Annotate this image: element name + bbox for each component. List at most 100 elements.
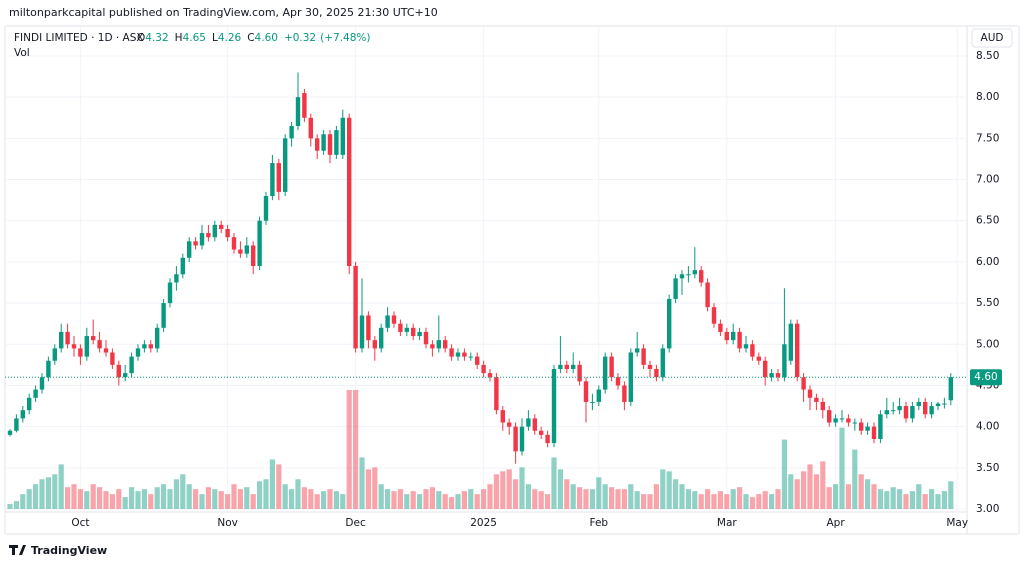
volume-bar — [244, 487, 250, 509]
x-tick-label: Nov — [217, 517, 238, 529]
legend-letter: L — [212, 32, 218, 44]
y-tick-label: 4.00 — [976, 421, 999, 433]
volume-bar — [135, 491, 141, 509]
candle-body — [193, 241, 198, 246]
volume-bar — [679, 484, 685, 509]
candle-body — [641, 348, 646, 365]
candle-body — [161, 303, 166, 328]
candle-body — [750, 344, 755, 357]
volume-pane — [7, 390, 954, 509]
volume-bar — [129, 487, 135, 509]
volume-bar — [807, 464, 813, 509]
candle-body — [935, 403, 941, 407]
volume-bar — [327, 489, 333, 509]
candle-body — [315, 138, 320, 151]
y-tick-label: 6.50 — [976, 215, 999, 227]
volume-bar — [890, 487, 896, 509]
candle-body — [897, 406, 902, 411]
volume-bar — [436, 491, 442, 509]
candle-body — [199, 233, 205, 246]
candle-body — [443, 340, 448, 349]
candle-body — [628, 352, 633, 402]
candle-body — [78, 348, 83, 357]
volume-bar — [353, 390, 359, 509]
volume-bar — [871, 484, 877, 509]
volume-bar — [929, 489, 935, 509]
volume-bar — [724, 494, 730, 509]
candle-body — [455, 352, 461, 357]
candle-body — [411, 327, 416, 337]
volume-bar — [257, 481, 263, 509]
candle-body — [379, 327, 384, 349]
candle-body — [14, 418, 19, 431]
candle-body — [724, 331, 729, 341]
candle-body — [603, 356, 608, 390]
candle-body — [270, 163, 275, 197]
volume-bar — [474, 494, 480, 509]
volume-bar — [295, 479, 301, 509]
candle-body — [359, 315, 365, 349]
volume-bar — [20, 494, 26, 509]
candle-body — [532, 418, 537, 431]
volume-bar — [116, 489, 122, 509]
volume-bar — [58, 464, 64, 509]
volume-bar — [141, 489, 147, 509]
volume-bar — [826, 487, 832, 509]
candle-body — [590, 401, 595, 403]
volume-bar — [65, 487, 71, 509]
volume-bar — [186, 484, 192, 509]
candle-body — [551, 368, 557, 444]
candle-body — [507, 422, 512, 427]
volume-bar — [45, 477, 51, 509]
volume-bar — [263, 479, 269, 509]
volume-bar — [199, 494, 205, 509]
volume-bar — [596, 477, 602, 509]
volume-bar — [52, 474, 58, 509]
y-tick-label: 7.00 — [976, 174, 999, 186]
candle-body — [916, 401, 921, 407]
volume-bar — [378, 484, 384, 509]
currency-button[interactable]: AUD — [971, 28, 1013, 48]
candle-body — [347, 117, 352, 267]
candle-body — [449, 348, 454, 357]
volume-bar — [634, 491, 640, 509]
candle-body — [679, 274, 685, 279]
candle-body — [91, 336, 96, 341]
volume-bar — [660, 469, 666, 509]
candle-body — [116, 364, 121, 378]
candle-body — [148, 344, 153, 349]
footer-logo: TradingView — [9, 544, 107, 557]
volume-bar — [321, 491, 327, 509]
candle-body — [795, 323, 800, 378]
candle-body — [468, 356, 473, 358]
volume-bar — [372, 467, 378, 509]
volume-bar — [301, 487, 307, 509]
volume-bar — [692, 491, 698, 509]
volume-bar — [205, 487, 211, 509]
candle-body — [647, 364, 653, 369]
candle-body — [871, 426, 877, 439]
currency-box[interactable] — [971, 28, 1013, 48]
candle-body — [807, 389, 813, 398]
volume-bar — [500, 471, 506, 509]
volume-bar — [173, 479, 179, 509]
x-tick-label: 2025 — [470, 517, 497, 529]
legend-letter: O — [137, 32, 145, 44]
candle-body — [609, 356, 614, 378]
y-tick-label: 7.50 — [976, 132, 999, 144]
candle-body — [110, 352, 115, 365]
candle-body — [366, 315, 371, 341]
candle-body — [635, 348, 640, 353]
volume-bar — [602, 484, 608, 509]
volume-bar — [775, 489, 781, 509]
volume-bar — [212, 489, 218, 509]
currency-label[interactable]: AUD — [981, 32, 1004, 44]
y-tick-label: 8.00 — [976, 91, 999, 103]
legend-letter: H — [175, 32, 183, 44]
volume-bar — [698, 494, 704, 509]
volume-bar — [820, 461, 826, 509]
candle-body — [225, 228, 230, 238]
volume-bar — [269, 459, 275, 509]
